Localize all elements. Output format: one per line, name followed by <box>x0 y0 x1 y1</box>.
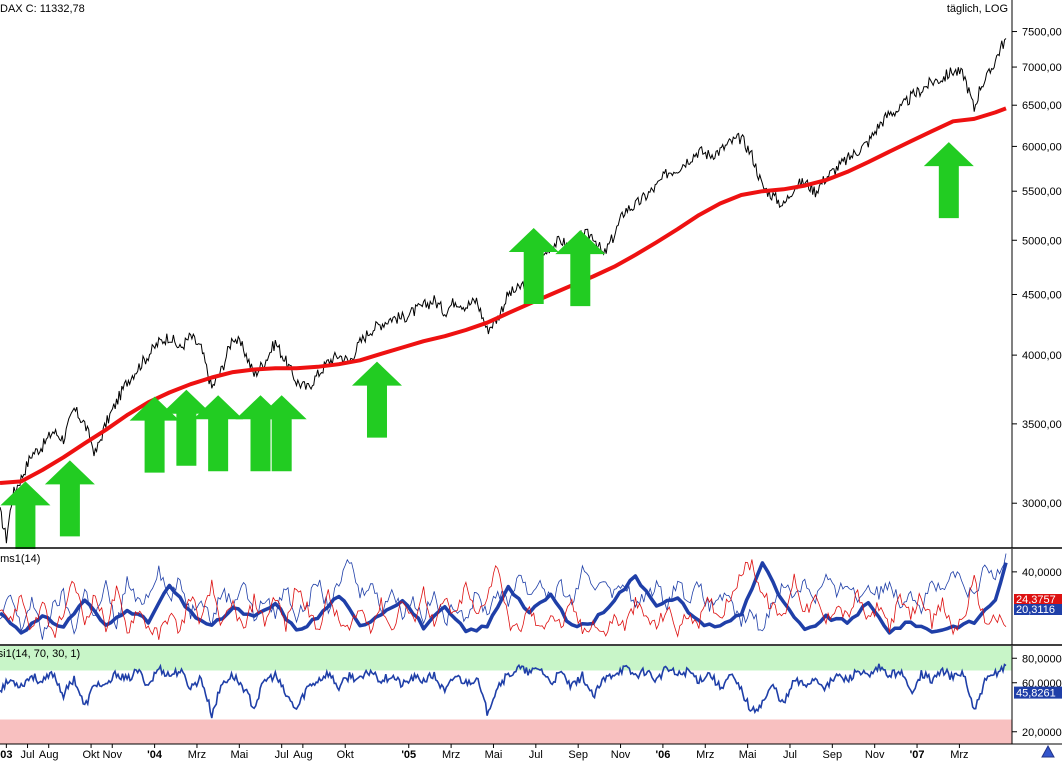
rsi-line <box>0 663 1007 719</box>
time-tick-label: Jul <box>783 749 797 761</box>
signal-arrow <box>555 230 606 307</box>
signal-arrow <box>508 228 559 305</box>
time-tick-label: Sep <box>568 749 588 761</box>
time-tick-label: Jul <box>21 749 35 761</box>
time-tick-label: '07 <box>910 749 925 761</box>
time-tick-label: Okt <box>337 749 354 761</box>
chart-title: DAX C: 11332,78 <box>0 3 85 15</box>
time-tick-label: '04 <box>147 749 163 761</box>
rsi-panel: rsi1(14, 70, 30, 1) 80,000060,000020,0000… <box>0 646 1062 744</box>
price-tick-label: 7000,00 <box>1022 62 1062 74</box>
rsi-overbought-band <box>0 646 1012 671</box>
price-tick-label: 4000,00 <box>1022 350 1062 362</box>
rsi-title: rsi1(14, 70, 30, 1) <box>0 648 80 660</box>
time-tick-label: Nov <box>102 749 122 761</box>
price-tick-label: 7500,00 <box>1022 27 1062 39</box>
price-tick-label: 3000,00 <box>1022 498 1062 510</box>
time-tick-label: Mrz <box>950 749 968 761</box>
moving-average-line <box>0 106 1007 485</box>
signal-arrow <box>193 395 244 472</box>
signal-arrow <box>923 142 974 219</box>
time-tick-label: 03 <box>0 749 12 761</box>
time-tick-label: Okt <box>83 749 100 761</box>
dms-value-tag <box>1014 604 1062 615</box>
time-tick-label: Mrz <box>442 749 460 761</box>
scroll-corner-icon[interactable] <box>1041 744 1055 758</box>
price-tick-label: 5500,00 <box>1022 186 1062 198</box>
rsi-value-tag-label: 45,8261 <box>1016 688 1056 700</box>
price-tick-label: 4500,00 <box>1022 289 1062 301</box>
price-tick-label: 6000,00 <box>1022 141 1062 153</box>
signal-arrow <box>256 395 307 472</box>
rsi-value-tag <box>1014 686 1062 699</box>
time-tick-label: Nov <box>611 749 631 761</box>
price-tick-label: 6500,00 <box>1022 100 1062 112</box>
signal-arrow <box>351 361 402 438</box>
time-tick-label: Aug <box>39 749 59 761</box>
dms-di-plus-line <box>0 553 1007 640</box>
time-tick-label: Mai <box>485 749 503 761</box>
rsi-tick-label: 20,0000 <box>1022 727 1062 739</box>
time-tick-label: '05 <box>401 749 416 761</box>
time-tick-label: Aug <box>293 749 313 761</box>
dms-value-tag <box>1014 594 1062 605</box>
price-tick-label: 3500,00 <box>1022 419 1062 431</box>
price-tick-label: 5000,00 <box>1022 235 1062 247</box>
rsi-tick-label: 80,0000 <box>1022 653 1062 665</box>
price-panel: 7500,00 7000,00 6500,00 6000,00 5500,00 5000,… <box>0 0 1062 558</box>
rsi-oversold-band <box>0 719 1012 744</box>
dms-di-minus-line <box>0 559 1007 640</box>
time-tick-label: Mai <box>739 749 757 761</box>
time-tick-label: Mai <box>230 749 248 761</box>
time-axis: 03 Jul Aug Okt Nov '04 Mrz Mai Jul Aug Okt '05 Mrz Ma… <box>0 743 1062 761</box>
dms-title: dms1(14) <box>0 553 40 565</box>
signal-arrow <box>129 396 180 473</box>
signal-arrow <box>0 481 51 558</box>
price-line <box>0 38 1007 544</box>
time-tick-label: Jul <box>275 749 289 761</box>
time-tick-label: Nov <box>865 749 885 761</box>
scale-note: täglich, LOG <box>947 3 1008 15</box>
time-tick-label: '06 <box>655 749 670 761</box>
dms-value-tag-label: 20,3116 <box>1016 604 1055 616</box>
time-tick-label: Jul <box>529 749 543 761</box>
dms-plot-background <box>0 549 1062 645</box>
time-tick-label: Mrz <box>696 749 714 761</box>
time-tick-label: Mrz <box>188 749 206 761</box>
signal-arrow <box>161 389 212 466</box>
time-tick-label: Sep <box>823 749 843 761</box>
dms-value-tag-label: 24,3757 <box>1016 594 1056 606</box>
dms-tick-label: 40,0000 <box>1022 567 1062 579</box>
signal-arrow <box>44 460 95 537</box>
